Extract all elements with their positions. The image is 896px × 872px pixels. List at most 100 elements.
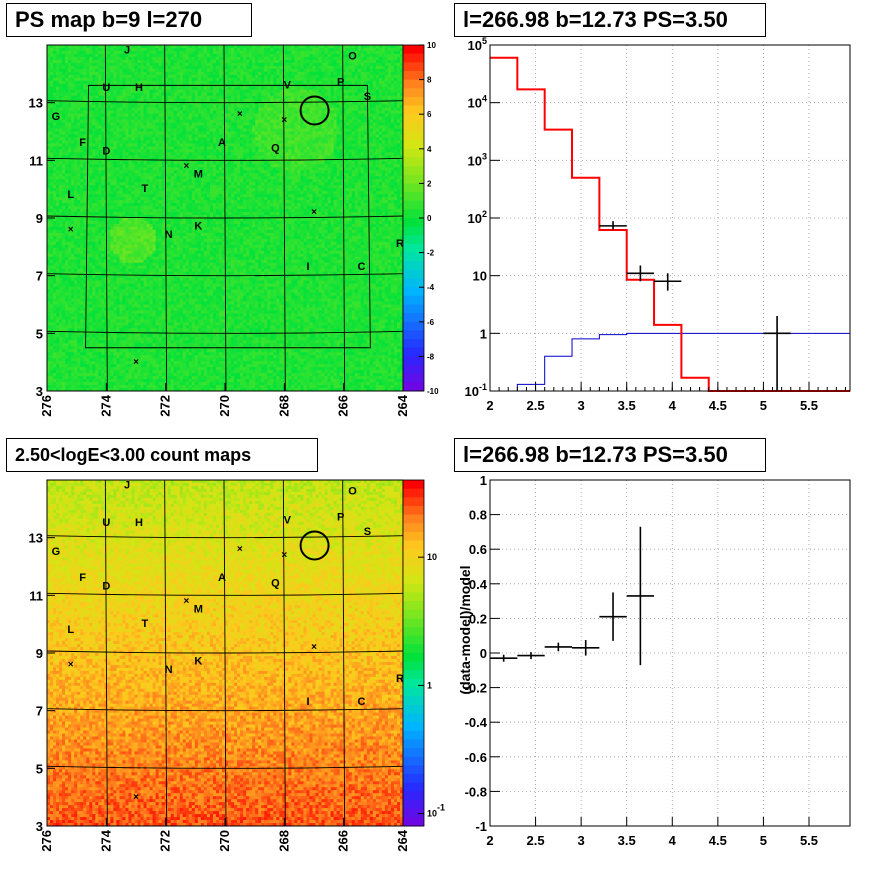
- source-label: L: [67, 189, 74, 201]
- colorbar-tick-label: -10: [427, 387, 439, 396]
- source-label: U: [102, 517, 110, 529]
- x-tick-label: 268: [276, 830, 291, 852]
- y-tick-label: 105: [468, 36, 487, 53]
- y-tick-label: 13: [29, 531, 43, 546]
- source-label: O: [348, 485, 357, 497]
- source-label: G: [52, 111, 61, 123]
- y-tick-label: -0.4: [465, 715, 488, 730]
- colorbar-tick-label: -4: [427, 283, 435, 292]
- source-marker-icon: ×: [281, 115, 287, 126]
- colorbar-tick-label: 10-1: [427, 803, 445, 819]
- colorbar-tick-label: 1: [427, 680, 432, 690]
- grid: [490, 480, 850, 826]
- residual-panel: 2 2.5 3 3.5 4 4.5 5 5.5-1-0.8-0.6-0.4-0.200.20.…: [457, 473, 850, 848]
- x-tick-label: 3.5: [618, 398, 636, 413]
- x-tick-label: 5.5: [800, 398, 818, 413]
- y-tick-label: 3: [36, 819, 43, 834]
- source-label: P: [337, 511, 344, 523]
- y-tick-label: 3: [36, 384, 43, 399]
- source-label: K: [194, 221, 202, 233]
- y-tick-label: -1: [475, 819, 487, 834]
- colorbar-tick-label: 8: [427, 76, 432, 85]
- x-tick-label: 2: [486, 833, 493, 848]
- source-label: J: [124, 480, 130, 492]
- source-label: G: [52, 546, 61, 558]
- y-tick-label: 10: [473, 269, 487, 284]
- source-label: P: [337, 76, 344, 88]
- source-label: C: [357, 261, 365, 273]
- source-label: F: [79, 137, 86, 149]
- source-marker-icon: ×: [133, 357, 139, 368]
- source-label: N: [165, 664, 173, 676]
- y-tick-label: 11: [29, 588, 43, 603]
- source-label: I: [307, 696, 310, 708]
- colorbar-tick-label: -6: [427, 318, 435, 327]
- model-line: [490, 58, 850, 391]
- y-tick-label: 9: [36, 211, 43, 226]
- source-marker-icon: ×: [184, 596, 190, 607]
- x-tick-label: 270: [217, 830, 232, 852]
- x-tick-label: 2.5: [527, 398, 545, 413]
- x-tick-label: 5: [760, 833, 767, 848]
- source-label: M: [194, 169, 203, 181]
- source-marker-icon: ×: [184, 161, 190, 172]
- x-tick-label: 4: [669, 833, 677, 848]
- colorbar-tick-label: 4: [427, 145, 432, 154]
- source-marker-icon: ×: [68, 660, 74, 671]
- x-tick-label: 270: [217, 395, 232, 417]
- colorbar-tick-label: 0: [427, 214, 432, 223]
- colorbar-tick-label: -8: [427, 352, 435, 361]
- colorbar-tick-label: 10: [427, 41, 436, 50]
- colorbar-tick-label: 10: [427, 552, 437, 562]
- source-label: U: [102, 82, 110, 94]
- x-tick-label: 266: [336, 830, 351, 852]
- y-tick-label: 0: [480, 646, 487, 661]
- y-tick-label: 13: [29, 96, 43, 111]
- source-marker-icon: ×: [311, 642, 317, 653]
- y-axis-label: (data-model)/model: [457, 565, 473, 694]
- x-tick-label: 272: [158, 395, 173, 417]
- x-tick-label: 3: [578, 398, 585, 413]
- y-tick-label: 1: [480, 473, 487, 488]
- source-marker-icon: ×: [311, 207, 317, 218]
- source-label: T: [142, 618, 149, 630]
- x-tick-label: 274: [98, 394, 113, 416]
- source-label: L: [67, 624, 74, 636]
- y-tick-label: 103: [468, 151, 487, 168]
- x-tick-label: 266: [336, 395, 351, 417]
- y-tick-label: -0.8: [465, 784, 487, 799]
- source-label: F: [79, 572, 86, 584]
- source-label: N: [165, 229, 173, 241]
- source-label: S: [364, 91, 371, 103]
- x-tick-label: 2: [486, 398, 493, 413]
- source-label: D: [102, 581, 110, 593]
- x-tick-label: 4.5: [709, 833, 727, 848]
- source-marker-icon: ×: [237, 109, 243, 120]
- source-label: D: [102, 146, 110, 158]
- x-tick-label: 4: [669, 398, 677, 413]
- x-tick-label: 3.5: [618, 833, 636, 848]
- source-marker-icon: ×: [237, 544, 243, 555]
- source-label: J: [124, 45, 130, 57]
- x-tick-label: 3: [578, 833, 585, 848]
- source-label: M: [194, 604, 203, 616]
- x-tick-label: 264: [395, 829, 410, 851]
- colorbar-tick-label: 6: [427, 110, 432, 119]
- x-tick-label: 2.5: [527, 833, 545, 848]
- source-label: V: [284, 514, 292, 526]
- source-label: A: [218, 137, 226, 149]
- y-tick-label: 5: [36, 761, 43, 776]
- source-label: K: [194, 656, 202, 668]
- source-label: H: [135, 82, 143, 94]
- source-label: C: [357, 696, 365, 708]
- source-label: T: [142, 183, 149, 195]
- source-marker-icon: ×: [133, 792, 139, 803]
- source-label: Q: [271, 578, 280, 590]
- x-tick-label: 5.5: [800, 833, 818, 848]
- y-tick-label: 7: [36, 704, 43, 719]
- x-tick-label: 5: [760, 398, 767, 413]
